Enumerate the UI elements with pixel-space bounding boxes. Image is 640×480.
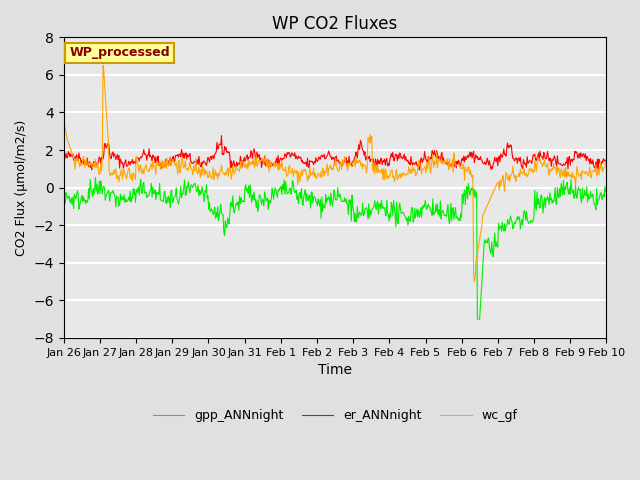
wc_gf (470, 278, 478, 284)
er_ANNnight (70, 157, 77, 163)
wc_gf (126, 174, 134, 180)
wc_gf (99, 62, 107, 68)
gpp_ANNnight (418, 215, 426, 220)
er_ANNnight (415, 167, 423, 173)
gpp_ANNnight (60, 191, 68, 196)
wc_gf (603, 161, 611, 167)
gpp_ANNnight (92, 175, 99, 180)
Line: er_ANNnight: er_ANNnight (64, 135, 607, 170)
gpp_ANNnight (70, 206, 77, 212)
Line: gpp_ANNnight: gpp_ANNnight (64, 178, 607, 319)
wc_gf (402, 171, 410, 177)
gpp_ANNnight (402, 214, 410, 220)
wc_gf (70, 155, 77, 160)
Text: WP_processed: WP_processed (69, 47, 170, 60)
wc_gf (182, 158, 189, 164)
gpp_ANNnight (126, 188, 134, 194)
gpp_ANNnight (210, 209, 218, 215)
gpp_ANNnight (474, 316, 481, 322)
X-axis label: Time: Time (318, 363, 352, 377)
Legend: gpp_ANNnight, er_ANNnight, wc_gf: gpp_ANNnight, er_ANNnight, wc_gf (148, 404, 523, 427)
Y-axis label: CO2 Flux (μmol/m2/s): CO2 Flux (μmol/m2/s) (15, 120, 28, 256)
Title: WP CO2 Fluxes: WP CO2 Fluxes (273, 15, 397, 33)
er_ANNnight (125, 160, 133, 166)
wc_gf (210, 177, 218, 182)
gpp_ANNnight (182, 192, 189, 198)
wc_gf (60, 119, 68, 125)
gpp_ANNnight (603, 187, 611, 193)
er_ANNnight (209, 153, 217, 159)
er_ANNnight (60, 155, 68, 161)
er_ANNnight (419, 160, 426, 166)
er_ANNnight (603, 156, 611, 162)
Line: wc_gf: wc_gf (64, 65, 607, 281)
er_ANNnight (218, 132, 225, 138)
er_ANNnight (180, 155, 188, 161)
er_ANNnight (402, 154, 410, 159)
wc_gf (418, 171, 426, 177)
